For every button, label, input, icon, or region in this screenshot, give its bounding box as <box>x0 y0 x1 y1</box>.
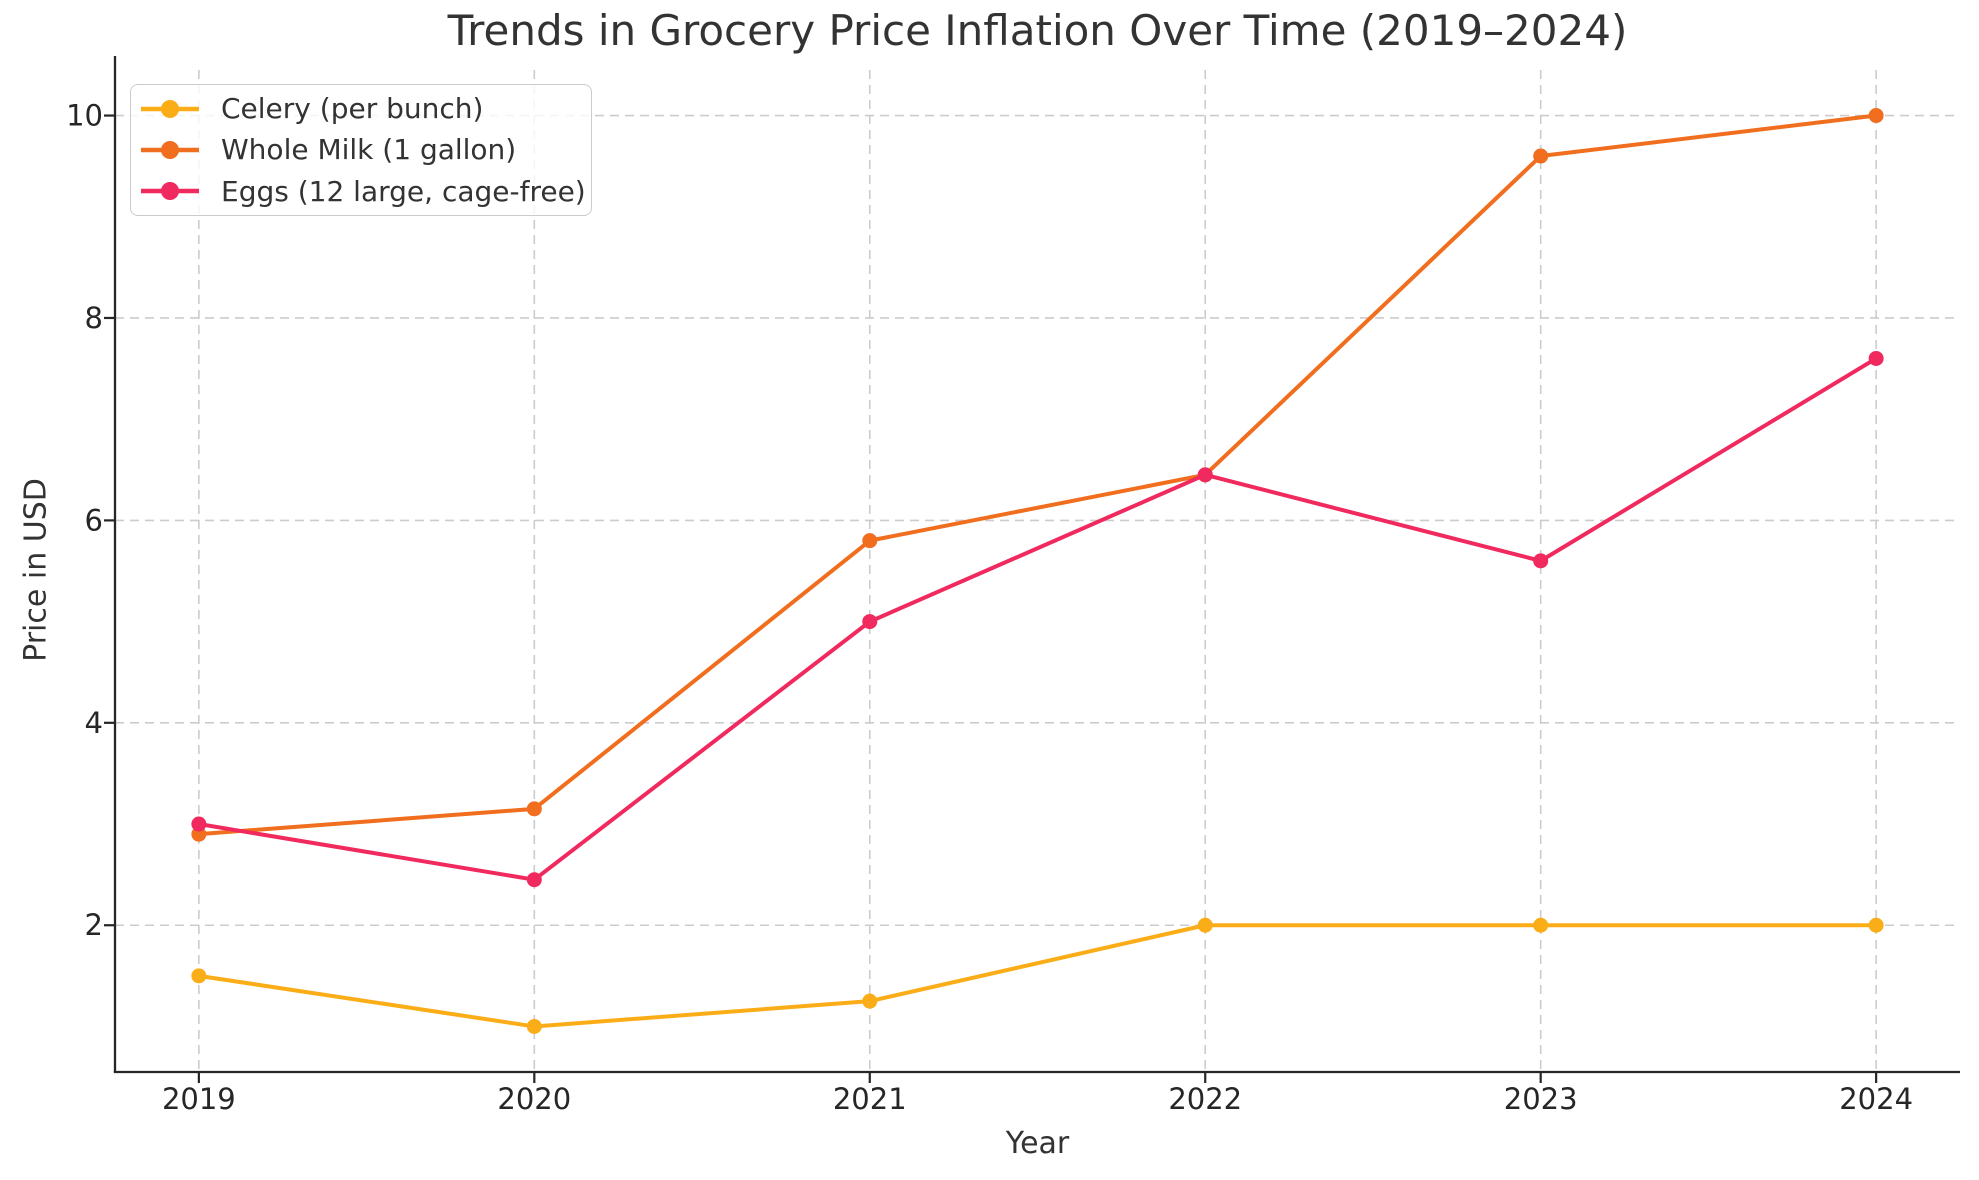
marker-Eggs (12 large, cage-free)-2023 <box>1533 553 1549 569</box>
y-tick-label-2: 2 <box>85 908 103 942</box>
marker-Whole Milk (1 gallon)-2020 <box>526 801 542 817</box>
x-tick-label-2019: 2019 <box>162 1082 236 1116</box>
marker-Celery (per bunch)-2020 <box>526 1018 542 1034</box>
marker-Eggs (12 large, cage-free)-2021 <box>862 614 878 630</box>
legend-item: Celery (per bunch) <box>139 88 581 129</box>
series-line-Eggs (12 large, cage-free) <box>198 356 1878 882</box>
marker-Eggs (12 large, cage-free)-2020 <box>526 872 542 888</box>
legend-label: Celery (per bunch) <box>221 92 484 126</box>
x-tick-label-2024: 2024 <box>1839 1082 1913 1116</box>
marker-Celery (per bunch)-2023 <box>1533 917 1549 933</box>
marker-Celery (per bunch)-2021 <box>862 993 878 1009</box>
legend-swatch-icon <box>141 182 199 201</box>
marker-Whole Milk (1 gallon)-2024 <box>1868 108 1884 124</box>
marker-Celery (per bunch)-2019 <box>191 968 207 984</box>
legend-label: Eggs (12 large, cage-free) <box>221 174 586 208</box>
series-line-Whole Milk (1 gallon) <box>198 113 1877 837</box>
x-tick-label-2022: 2022 <box>1168 1082 1242 1116</box>
marker-Whole Milk (1 gallon)-2023 <box>1533 148 1549 164</box>
y-tick-label-4: 4 <box>85 706 103 740</box>
marker-Celery (per bunch)-2024 <box>1868 917 1884 933</box>
y-tick-label-6: 6 <box>85 503 103 537</box>
y-tick-label-10: 10 <box>66 99 103 133</box>
x-tick-label-2021: 2021 <box>833 1082 907 1116</box>
marker-Eggs (12 large, cage-free)-2024 <box>1868 350 1884 366</box>
x-axis-title: Year <box>1005 1126 1070 1161</box>
legend-swatch-icon <box>141 99 199 118</box>
legend-label: Whole Milk (1 gallon) <box>221 133 517 167</box>
y-axis-title: Price in USD <box>18 478 54 662</box>
marker-Eggs (12 large, cage-free)-2019 <box>191 816 207 832</box>
x-tick-label-2020: 2020 <box>497 1082 571 1116</box>
legend-item: Eggs (12 large, cage-free) <box>139 171 586 212</box>
marker-Whole Milk (1 gallon)-2021 <box>862 533 878 549</box>
chart-title: Trends in Grocery Price Inflation Over T… <box>447 6 1628 55</box>
marker-Celery (per bunch)-2022 <box>1197 917 1213 933</box>
series-line-Celery (per bunch) <box>198 923 1877 1029</box>
marker-Eggs (12 large, cage-free)-2022 <box>1197 467 1213 483</box>
legend-item: Whole Milk (1 gallon) <box>139 129 581 170</box>
y-tick-label-8: 8 <box>85 301 103 335</box>
x-tick-label-2023: 2023 <box>1504 1082 1578 1116</box>
legend-swatch-icon <box>141 140 199 159</box>
legend: Celery (per bunch) Whole Milk (1 gallon) E… <box>130 84 592 216</box>
